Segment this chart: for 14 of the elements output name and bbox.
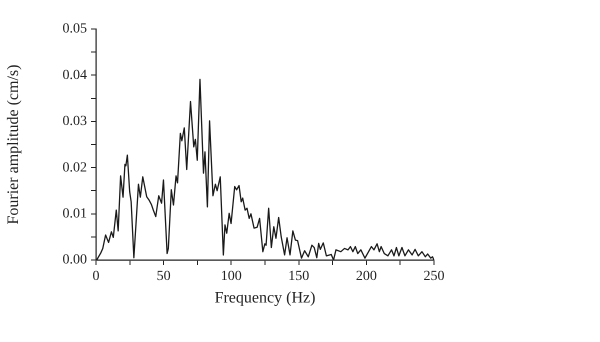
x-tick-label: 0 <box>92 269 100 284</box>
x-axis-title: Frequency (Hz) <box>214 290 316 307</box>
y-tick-label: 0.04 <box>62 68 87 83</box>
x-tick-label: 200 <box>356 269 377 284</box>
x-tick-label: 50 <box>156 269 171 284</box>
x-tick-label: 100 <box>220 269 242 284</box>
x-tick-label: 250 <box>424 269 444 284</box>
y-tick-label: 0.02 <box>62 160 87 176</box>
x-tick-label: 150 <box>288 269 310 284</box>
y-tick-label: 0.03 <box>62 114 87 130</box>
y-axis-title: Fourier amplitude (cm/s) <box>4 64 22 224</box>
y-tick-label: 0.00 <box>62 252 87 268</box>
y-tick-label: 0.05 <box>62 22 87 37</box>
y-tick-label: 0.01 <box>62 206 87 222</box>
